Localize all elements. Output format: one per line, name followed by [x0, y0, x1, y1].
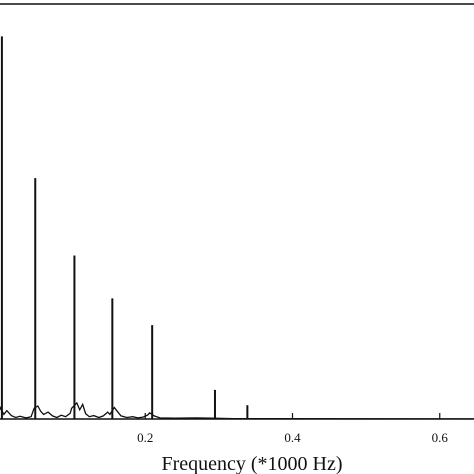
peaks-layer [0, 36, 249, 419]
x-tick-label: 0.6 [432, 430, 449, 445]
noise-floor-line [0, 401, 474, 420]
x-ticks: 0.20.40.60.8 [137, 413, 449, 445]
x-tick-label: 0.4 [284, 430, 301, 445]
plot-frame [0, 3, 474, 420]
noise-layer [0, 401, 474, 420]
x-tick-label: 0.2 [137, 430, 153, 445]
x-axis-title: Frequency (*1000 Hz) [161, 453, 342, 474]
